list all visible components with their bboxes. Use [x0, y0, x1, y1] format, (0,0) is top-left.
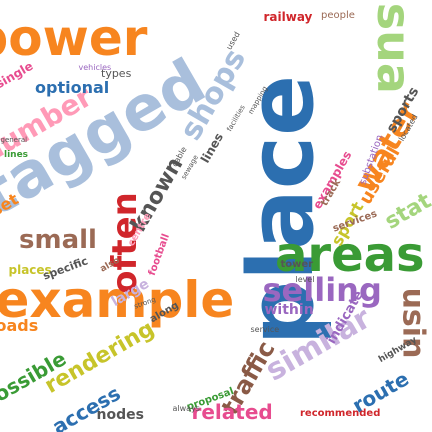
word-always: always [172, 404, 200, 413]
word-people: people [321, 10, 355, 21]
word-optional: optional [35, 78, 110, 97]
word-vehicles: vehicles [78, 63, 112, 72]
word-small: small [19, 225, 97, 255]
word-level: level [295, 275, 315, 284]
word-selling: selling [262, 271, 382, 309]
word-related: related [191, 400, 273, 424]
word-recommended: recommended [300, 408, 381, 419]
word-lines-2: lines [4, 149, 29, 160]
word-power: power [0, 9, 148, 67]
word-loads: loads [0, 316, 39, 335]
word-types: types [101, 66, 132, 80]
word-areas: areas [275, 227, 425, 283]
word-places: places [8, 263, 52, 277]
word-railway: railway [263, 10, 313, 24]
word-service: service [250, 325, 280, 334]
word-nodes: nodes [96, 407, 144, 423]
word-within: within [264, 302, 314, 318]
word-example: example [0, 271, 235, 329]
word-usua: usua [366, 0, 421, 94]
word-tower: tower [280, 259, 314, 270]
word-used: used [223, 30, 242, 52]
word-general: general [0, 135, 28, 144]
